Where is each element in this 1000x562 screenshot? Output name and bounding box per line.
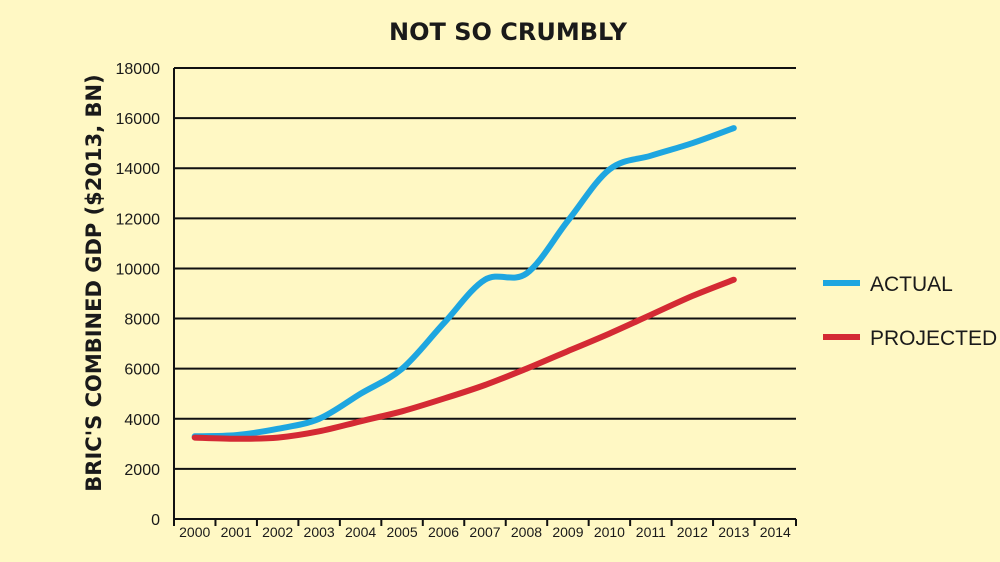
y-tick-label: 4000 xyxy=(124,412,160,429)
y-tick-label: 12000 xyxy=(116,211,161,228)
x-tick-label: 2008 xyxy=(511,524,542,540)
x-axis-ticks: 2000 2001 2002 2003 2004 2005 2006 2007 2008 2009… xyxy=(173,519,797,540)
legend: ACTUAL PROJECTED xyxy=(823,273,997,350)
y-tick-label: 14000 xyxy=(116,161,161,178)
x-tick-label: 2012 xyxy=(677,524,708,540)
x-tick-label: 2004 xyxy=(345,524,376,540)
x-tick-label: 2013 xyxy=(718,524,749,540)
legend-label: PROJECTED xyxy=(870,327,997,350)
x-tick-label: 2014 xyxy=(760,524,791,540)
x-tick-label: 2002 xyxy=(262,524,293,540)
series-line-actual xyxy=(191,125,737,440)
chart-title: NOT SO CRUMBLY xyxy=(389,18,628,46)
series-line-projected xyxy=(191,276,737,442)
series-lines xyxy=(191,125,737,442)
y-axis-ticks: 0 2000 4000 6000 8000 10000 12000 14000 16000 180… xyxy=(116,61,161,529)
y-tick-label: 8000 xyxy=(124,312,160,329)
y-tick-label: 18000 xyxy=(116,61,161,78)
y-tick-label: 10000 xyxy=(116,261,161,278)
legend-label: ACTUAL xyxy=(870,273,953,296)
x-tick-label: 2001 xyxy=(221,524,252,540)
x-tick-label: 2007 xyxy=(469,524,500,540)
legend-item: ACTUAL xyxy=(823,273,953,296)
y-axis-label: BRIC'S COMBINED GDP ($2013, BN) xyxy=(82,74,106,491)
x-tick-label: 2000 xyxy=(179,524,210,540)
x-tick-label: 2003 xyxy=(304,524,335,540)
x-tick-label: 2011 xyxy=(636,524,666,540)
x-tick-label: 2005 xyxy=(386,524,417,540)
y-tick-label: 2000 xyxy=(124,462,160,479)
gridlines xyxy=(173,67,796,520)
x-tick-label: 2009 xyxy=(552,524,583,540)
x-tick-label: 2010 xyxy=(594,524,625,540)
y-tick-label: 6000 xyxy=(124,362,160,379)
x-tick-label: 2006 xyxy=(428,524,459,540)
y-tick-label: 0 xyxy=(151,512,160,529)
y-tick-label: 16000 xyxy=(116,111,161,128)
legend-item: PROJECTED xyxy=(823,327,997,350)
